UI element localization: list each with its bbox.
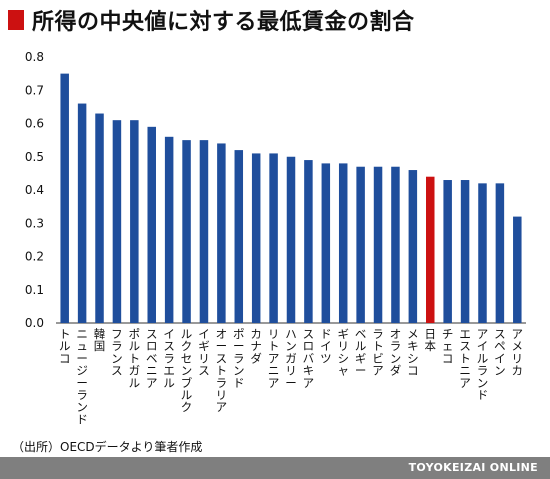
y-tick-label: 0.7 <box>25 83 44 97</box>
bar-26 <box>513 216 522 323</box>
bar-16 <box>338 163 348 323</box>
x-tick-label: ポーランド <box>233 327 245 390</box>
bar-23 <box>460 180 470 323</box>
bar-8 <box>199 140 209 323</box>
x-tick-label: リトアニア <box>268 327 280 390</box>
bar-10 <box>234 150 244 323</box>
bar-5 <box>147 126 156 323</box>
bar-19 <box>391 166 400 323</box>
x-tick-label: スロベニア <box>146 327 158 390</box>
x-tick-label: オランダ <box>390 327 402 378</box>
bar-12 <box>269 153 278 323</box>
x-tick-label: ポルトガル <box>129 327 141 390</box>
x-tick-label: ニュージーランド <box>76 327 88 426</box>
bar-7 <box>182 140 191 323</box>
y-tick-label: 0.0 <box>25 316 44 330</box>
source-note: （出所）OECDデータより筆者作成 <box>12 440 203 454</box>
y-tick-label: 0.8 <box>25 50 44 64</box>
x-tick-label: ベルギー <box>355 327 367 378</box>
bar-6 <box>164 136 174 323</box>
bar-9 <box>217 143 226 323</box>
bar-15 <box>321 163 331 323</box>
title-bar: 所得の中央値に対する最低賃金の割合 <box>8 6 415 35</box>
bar-3 <box>112 120 122 323</box>
bar-chart: 0.0 0.1 0.2 0.3 0.4 0.5 0.6 0.7 0.8 トルコニュージーランド韓国… <box>25 50 526 426</box>
x-tick-label: ギリシャ <box>337 327 349 378</box>
bar-0 <box>60 73 69 323</box>
bar-18 <box>373 166 383 323</box>
x-tick-label: スロバキア <box>303 327 315 390</box>
x-tick-label: オーストラリア <box>216 327 228 414</box>
x-tick-label: アイルランド <box>477 327 489 402</box>
x-tick-label: イスラエル <box>163 327 175 390</box>
x-tick-label: ルクセンブルク <box>181 327 193 414</box>
x-tick-label: 日本 <box>425 327 437 353</box>
bar-25 <box>495 183 505 323</box>
y-tick-label: 0.4 <box>25 183 44 197</box>
brand-label: TOYOKEIZAI ONLINE <box>408 461 538 474</box>
y-tick-label: 0.1 <box>25 283 44 297</box>
bar-17 <box>356 166 365 323</box>
y-tick-label: 0.5 <box>25 150 44 164</box>
x-tick-label: トルコ <box>59 327 71 365</box>
x-tick-label: 韓国 <box>94 327 106 353</box>
x-tick-label: エストニア <box>459 327 471 390</box>
x-tick-label: メキシコ <box>407 327 419 378</box>
y-tick-label: 0.2 <box>25 250 44 264</box>
x-tick-label: フランス <box>111 327 123 378</box>
bar-11 <box>251 153 261 323</box>
x-tick-label: スペイン <box>494 327 506 378</box>
bar-20 <box>408 170 418 323</box>
x-tick-label: ドイツ <box>320 327 332 365</box>
bar-21 <box>426 176 435 323</box>
bar-4 <box>130 120 139 323</box>
x-tick-label: ラトビア <box>372 327 384 378</box>
x-tick-label: カナダ <box>250 327 262 365</box>
footer-bar: TOYOKEIZAI ONLINE <box>0 457 550 479</box>
x-tick-label: チェコ <box>442 327 454 365</box>
x-tick-label: イギリス <box>198 327 210 378</box>
bar-24 <box>478 183 487 323</box>
bar-22 <box>443 180 452 323</box>
x-tick-label: アメリカ <box>512 327 524 378</box>
title-marker <box>8 10 24 30</box>
y-tick-label: 0.3 <box>25 216 44 230</box>
x-tick-label: ハンガリー <box>285 327 297 390</box>
bar-1 <box>77 103 87 323</box>
y-tick-label: 0.6 <box>25 117 44 131</box>
bar-13 <box>286 156 296 323</box>
bar-2 <box>95 113 104 324</box>
bar-14 <box>304 160 313 323</box>
chart-title: 所得の中央値に対する最低賃金の割合 <box>32 10 415 35</box>
